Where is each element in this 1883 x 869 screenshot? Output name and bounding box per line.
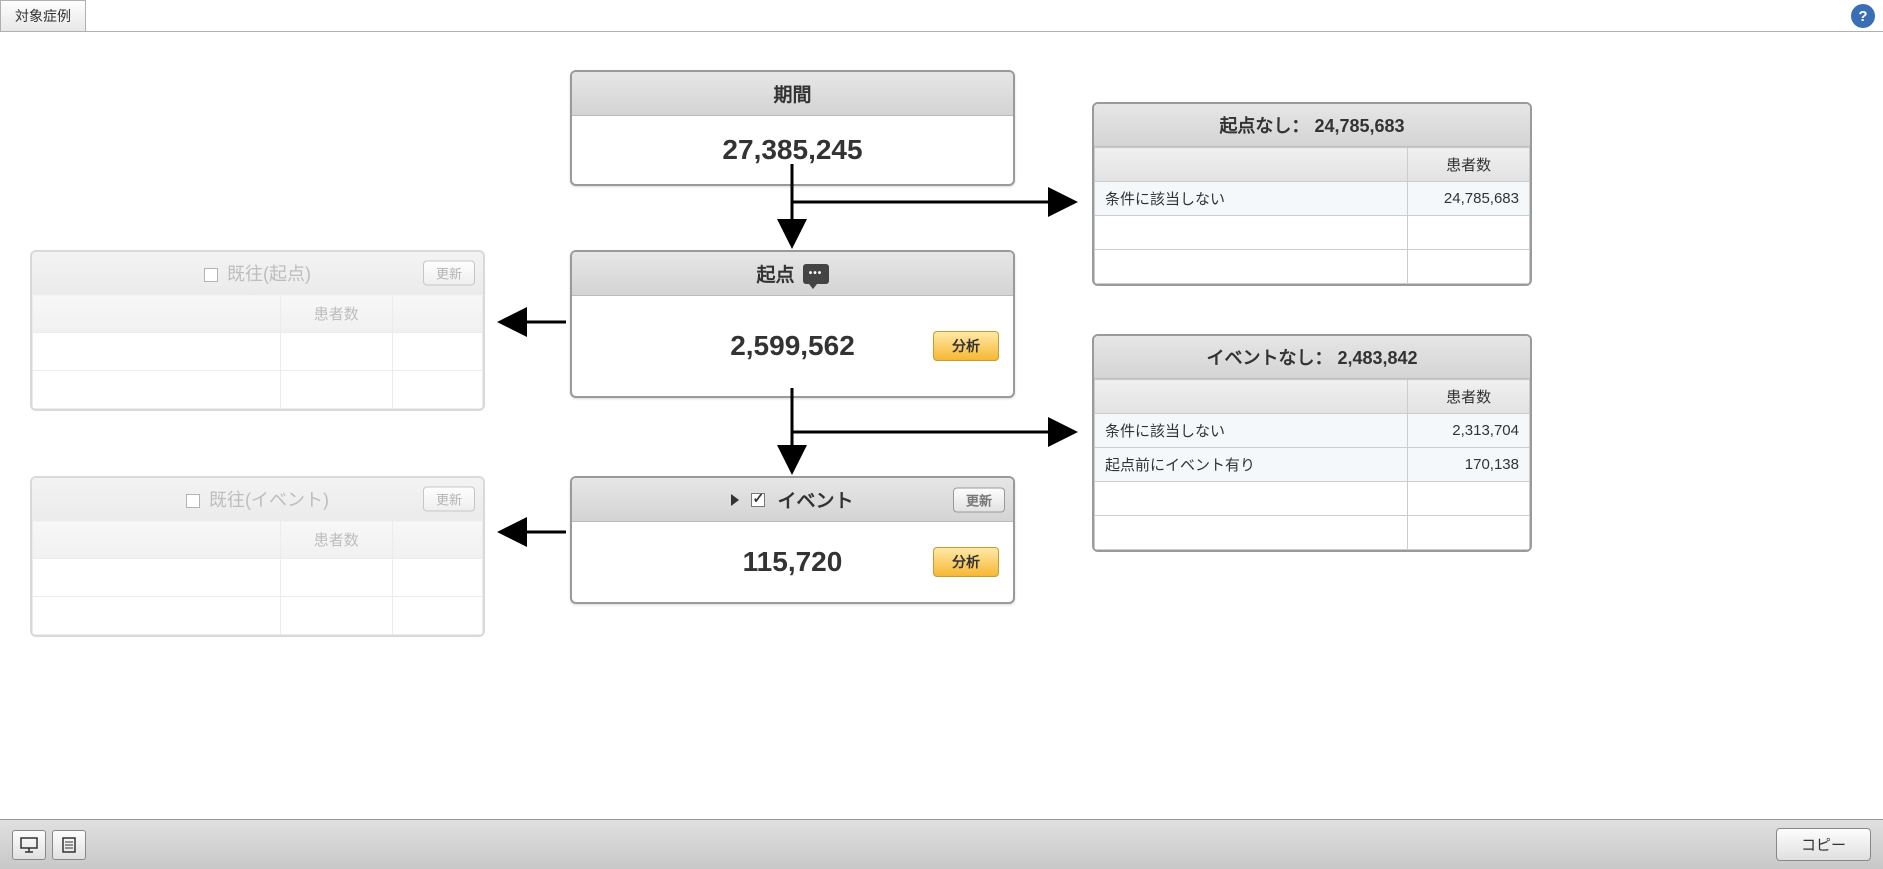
panel-event: イベント 更新 115,720 分析 xyxy=(570,476,1015,604)
table-row: 条件に該当しない 24,785,683 xyxy=(1095,182,1530,216)
update-history-event-button[interactable]: 更新 xyxy=(423,487,475,512)
document-icon xyxy=(60,836,78,854)
present-mode-button[interactable] xyxy=(12,830,46,860)
history-event-checkbox[interactable] xyxy=(186,494,200,508)
panel-no-origin: 起点なし： 24,785,683 患者数 条件に該当しない 24,785,683 xyxy=(1092,102,1532,286)
help-icon: ? xyxy=(1858,8,1867,25)
no-origin-table: 患者数 条件に該当しない 24,785,683 xyxy=(1094,147,1530,284)
analyze-event-button[interactable]: 分析 xyxy=(933,547,999,577)
update-history-origin-button[interactable]: 更新 xyxy=(423,261,475,286)
history-event-table: 患者数 xyxy=(32,520,483,635)
bottom-toolbar: コピー xyxy=(0,819,1883,869)
panel-period-header: 期間 xyxy=(572,72,1013,116)
tab-label: 対象症例 xyxy=(15,6,71,26)
period-title: 期間 xyxy=(773,80,811,107)
panel-no-event: イベントなし： 2,483,842 患者数 条件に該当しない 2,313,704… xyxy=(1092,334,1532,552)
history-event-title: 既往(イベント) xyxy=(209,490,329,510)
panel-event-header: イベント 更新 xyxy=(572,478,1013,522)
presentation-icon xyxy=(19,836,39,854)
origin-title: 起点 xyxy=(756,260,794,287)
expand-icon[interactable] xyxy=(731,494,739,506)
table-row: 条件に該当しない 2,313,704 xyxy=(1095,414,1530,448)
panel-history-event: 既往(イベント) 更新 患者数 xyxy=(30,476,485,637)
analyze-origin-button[interactable]: 分析 xyxy=(933,331,999,361)
comment-icon[interactable]: ••• xyxy=(803,264,829,284)
no-event-table: 患者数 条件に該当しない 2,313,704 起点前にイベント有り 170,13… xyxy=(1094,379,1530,550)
event-checkbox[interactable] xyxy=(751,493,765,507)
no-event-title-value: 2,483,842 xyxy=(1337,348,1417,368)
panel-period: 期間 27,385,245 xyxy=(570,70,1015,186)
history-origin-table: 患者数 xyxy=(32,294,483,409)
no-event-title-prefix: イベントなし： xyxy=(1206,348,1332,368)
document-mode-button[interactable] xyxy=(52,830,86,860)
table-row: 起点前にイベント有り 170,138 xyxy=(1095,448,1530,482)
update-event-button[interactable]: 更新 xyxy=(953,487,1005,512)
copy-button[interactable]: コピー xyxy=(1776,828,1871,861)
panel-origin-header: 起点 ••• xyxy=(572,252,1013,296)
no-origin-title-value: 24,785,683 xyxy=(1314,116,1404,136)
event-value: 115,720 xyxy=(743,546,843,577)
help-button[interactable]: ? xyxy=(1851,4,1875,28)
event-title: イベント xyxy=(777,486,853,513)
period-value: 27,385,245 xyxy=(722,134,862,165)
panel-history-origin: 既往(起点) 更新 患者数 xyxy=(30,250,485,411)
no-origin-title-prefix: 起点なし： xyxy=(1219,116,1309,136)
origin-value: 2,599,562 xyxy=(730,330,855,361)
panel-origin: 起点 ••• 2,599,562 分析 xyxy=(570,250,1015,398)
history-origin-title: 既往(起点) xyxy=(227,264,311,284)
history-origin-checkbox[interactable] xyxy=(204,268,218,282)
tab-target-cases[interactable]: 対象症例 xyxy=(0,0,86,31)
